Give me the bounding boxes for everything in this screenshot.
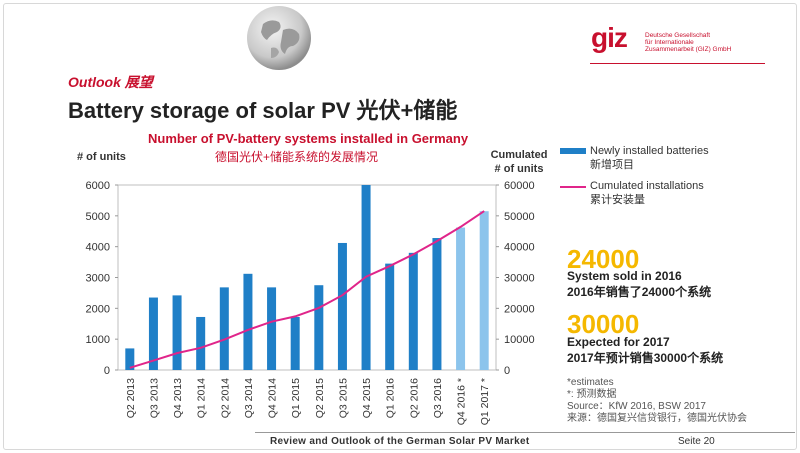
y-tick-label-left: 0 xyxy=(104,365,110,377)
note-source: Source：KfW 2016, BSW 2017 xyxy=(567,401,706,412)
x-tick-label: Q2 2014 xyxy=(219,378,231,418)
bar xyxy=(479,211,489,370)
x-tick-label: Q4 2014 xyxy=(267,378,279,418)
bar xyxy=(337,242,347,370)
chart-title-zh: 德国光伏+储能系统的发展情况 xyxy=(215,150,379,164)
note-estimates: *estimates xyxy=(567,377,614,388)
highlight-value-2016: 24000 xyxy=(567,244,640,274)
x-tick-label: Q4 2013 xyxy=(172,378,184,418)
slide-frame xyxy=(3,3,797,450)
x-tick-label: Q2 2013 xyxy=(125,378,137,418)
note-estimates-zh: *: 预测数据 xyxy=(567,389,617,400)
section-label: Outlook 展望 xyxy=(68,74,153,90)
page-number: Seite 20 xyxy=(678,436,715,447)
y-axis-label-left: # of units xyxy=(77,151,126,163)
footer-text: Review and Outlook of the German Solar P… xyxy=(270,436,530,447)
highlight-value-2017: 30000 xyxy=(567,309,640,339)
footnotes: *estimates *: 预测数据 Source：KfW 2016, BSW … xyxy=(567,377,747,425)
bar xyxy=(432,238,442,370)
legend-label-cumulated: Cumulated installations xyxy=(590,180,704,192)
x-tick-label: Q1 2017 * xyxy=(479,378,491,425)
y-tick-label-left: 3000 xyxy=(86,273,110,285)
y-tick-label-left: 5000 xyxy=(86,211,110,223)
legend-line-swatch xyxy=(560,186,586,188)
legend-bar-swatch xyxy=(560,148,586,154)
bar xyxy=(219,287,229,370)
bar xyxy=(456,227,466,370)
legend-label-new: Newly installed batteries xyxy=(590,145,709,157)
x-tick-label: Q4 2015 xyxy=(361,378,373,418)
bar xyxy=(314,285,324,370)
cumulated-line xyxy=(129,210,485,369)
y-tick-label-right: 10000 xyxy=(504,334,535,346)
footer-divider xyxy=(255,432,795,433)
y-tick-label-right: 30000 xyxy=(504,273,535,285)
slide-title: Battery storage of solar PV 光伏+储能 xyxy=(68,98,458,123)
y-tick-label-right: 60000 xyxy=(504,180,535,192)
highlight-text-2017: Expected for 2017 2017年预计销售30000个系统 xyxy=(567,335,724,365)
x-tick-label: Q4 2016 * xyxy=(456,378,468,425)
giz-logo: giz xyxy=(591,22,628,53)
x-tick-label: Q1 2015 xyxy=(290,378,302,418)
x-tick-label: Q3 2016 xyxy=(432,378,444,418)
x-tick-label: Q2 2016 xyxy=(408,378,420,418)
legend-label-cumulated-zh: 累计安装量 xyxy=(590,194,645,206)
bar xyxy=(148,297,158,370)
y-tick-label-right: 40000 xyxy=(504,242,535,254)
bar xyxy=(125,348,135,370)
y-tick-label-left: 4000 xyxy=(86,242,110,254)
bar xyxy=(196,316,206,370)
logo-divider xyxy=(590,63,765,64)
x-tick-label: Q3 2015 xyxy=(337,378,349,418)
bar xyxy=(290,316,300,370)
note-source-zh: 来源：德国复兴信贷银行，德国光伏协会 xyxy=(567,413,747,424)
x-tick-label: Q1 2014 xyxy=(196,378,208,418)
bar xyxy=(385,263,395,370)
legend-label-new-zh: 新增项目 xyxy=(590,159,634,171)
x-tick-label: Q3 2013 xyxy=(148,378,160,418)
bar xyxy=(172,295,182,370)
y-tick-label-right: 50000 xyxy=(504,211,535,223)
globe-icon xyxy=(247,6,311,70)
y-tick-label-right: 20000 xyxy=(504,303,535,315)
x-tick-label: Q2 2015 xyxy=(314,378,326,418)
bar xyxy=(267,287,277,370)
bar xyxy=(408,252,418,370)
x-tick-label: Q3 2014 xyxy=(243,378,255,418)
x-tick-label: Q1 2016 xyxy=(385,378,397,418)
y-axis-label-right: Cumulated # of units xyxy=(490,149,548,175)
y-tick-label-right: 0 xyxy=(504,365,510,377)
y-tick-label-left: 2000 xyxy=(86,303,110,315)
bar xyxy=(243,273,253,370)
highlight-text-2016: System sold in 2016 2016年销售了24000个系统 xyxy=(567,269,712,299)
chart-title: Number of PV-battery systems installed i… xyxy=(148,131,469,146)
giz-logo-text: Deutsche Gesellschaft für Internationale… xyxy=(645,32,732,53)
y-tick-label-left: 1000 xyxy=(86,334,110,346)
y-tick-label-left: 6000 xyxy=(86,180,110,192)
